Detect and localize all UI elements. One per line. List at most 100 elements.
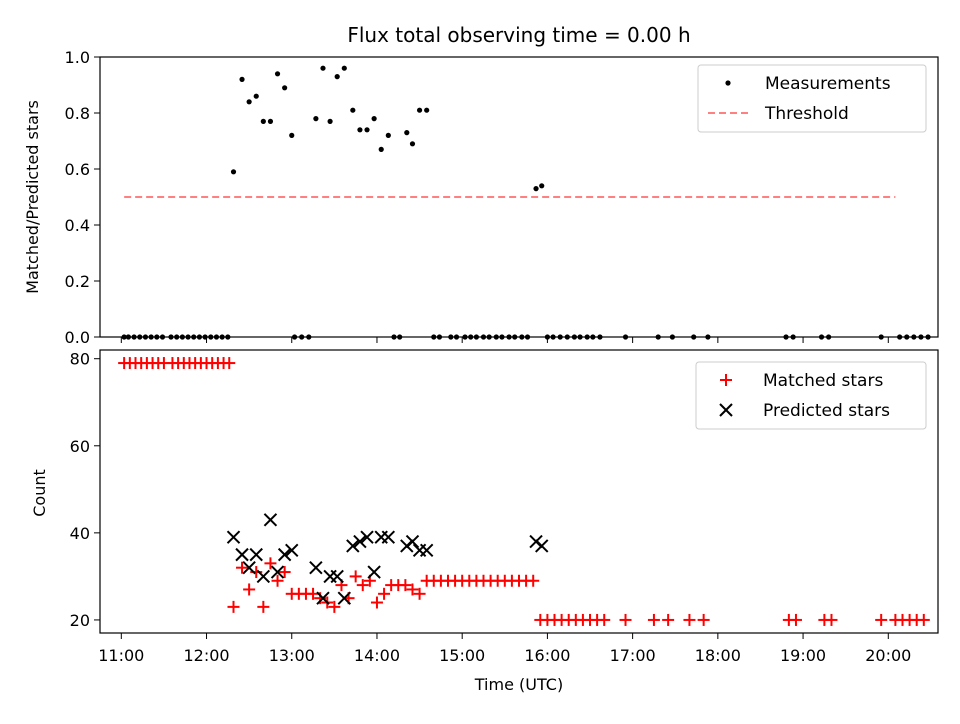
measurement-point xyxy=(274,71,281,77)
measurement-point xyxy=(448,334,454,340)
measurement-point xyxy=(705,334,711,340)
matched-stars-point xyxy=(227,600,240,613)
measurement-point xyxy=(378,146,384,152)
measurement-point xyxy=(655,334,661,340)
matched-stars-point xyxy=(825,613,838,626)
measurement-point xyxy=(550,334,556,340)
predicted-stars-point xyxy=(381,530,396,544)
matched-stars-point xyxy=(257,600,270,613)
top-panel: 0.0 0.2 0.4 0.6 0.8 1.0 Matched/Predicted sta… xyxy=(23,48,939,347)
measurement-point xyxy=(480,334,487,340)
measurement-point xyxy=(506,334,512,340)
measurement-point xyxy=(246,99,252,105)
measurement-point xyxy=(299,334,305,340)
top-y-axis-label: Matched/Predicted stars xyxy=(23,100,42,294)
measurement-point xyxy=(168,334,174,340)
measurement-point xyxy=(260,118,266,124)
y-tick-label: 80 xyxy=(70,350,90,369)
measurement-point xyxy=(473,334,479,340)
measurement-point xyxy=(436,334,443,340)
measurement-point xyxy=(544,334,551,340)
predicted-stars-point xyxy=(360,530,374,544)
predicted-stars-point xyxy=(263,513,278,527)
y-tick-label: 0.2 xyxy=(65,272,90,291)
matched-stars-point xyxy=(243,583,256,596)
measurement-point xyxy=(453,334,460,340)
measurement-point xyxy=(409,141,416,147)
y-tick-label: 20 xyxy=(70,611,90,630)
x-tick-label: 20:00 xyxy=(865,646,911,665)
predicted-stars-point xyxy=(270,565,285,579)
measurement-point xyxy=(385,132,391,138)
measurement-point xyxy=(486,334,492,340)
matched-stars-point xyxy=(378,587,391,600)
matched-stars-point xyxy=(697,613,710,626)
measurement-point xyxy=(225,334,231,340)
measurement-point xyxy=(313,116,319,122)
x-tick-label: 16:00 xyxy=(524,646,570,665)
legend-marker-measurements xyxy=(725,80,731,86)
top-axes-frame xyxy=(99,56,939,338)
y-tick-label: 0.8 xyxy=(65,104,90,123)
legend-label-matched: Matched stars xyxy=(763,371,883,391)
measurement-point xyxy=(577,334,583,340)
x-axis-label: Time (UTC) xyxy=(474,675,563,694)
measurement-point xyxy=(512,334,518,340)
predicted-stars-point xyxy=(353,534,367,549)
legend-marker-predicted xyxy=(719,403,733,417)
matched-stars-point xyxy=(271,574,284,587)
measurement-point xyxy=(185,334,191,340)
legend-label-measurements: Measurements xyxy=(765,74,891,94)
matched-stars-point xyxy=(917,613,930,626)
measurement-point xyxy=(121,334,127,340)
measurement-point xyxy=(391,334,397,340)
predicted-stars-point xyxy=(316,591,330,605)
matched-stars-point xyxy=(399,579,412,592)
measurement-point xyxy=(539,183,545,189)
measurement-point xyxy=(213,334,220,340)
predicted-stars-point xyxy=(226,530,241,544)
measurement-point xyxy=(499,334,505,340)
bottom-axes-frame xyxy=(99,349,939,634)
measurement-point xyxy=(519,334,525,340)
measurement-point xyxy=(790,334,796,340)
measurement-point xyxy=(196,334,203,340)
x-tick-label: 15:00 xyxy=(439,646,485,665)
matched-stars-point xyxy=(789,613,802,626)
y-tick-label: 0.0 xyxy=(65,328,90,347)
measurement-point xyxy=(219,334,225,340)
measurement-point xyxy=(533,186,539,192)
measurement-point xyxy=(208,334,214,340)
y-tick-label: 0.6 xyxy=(65,160,90,179)
measurement-point xyxy=(918,334,924,340)
measurement-point xyxy=(584,334,590,340)
top-legend: Measurements Threshold xyxy=(697,64,927,133)
bottom-legend: Matched stars Predicted stars xyxy=(695,361,927,430)
y-tick-label: 0.4 xyxy=(65,216,90,235)
measurement-point xyxy=(622,334,629,340)
matched-stars-point xyxy=(264,557,277,570)
measurement-point xyxy=(416,107,423,113)
predicted-stars-point xyxy=(277,547,292,562)
measurement-point xyxy=(154,334,160,340)
legend-label-predicted: Predicted stars xyxy=(763,401,890,421)
measurement-point xyxy=(911,334,917,340)
measurement-point xyxy=(925,334,931,340)
y-tick-label: 40 xyxy=(70,524,90,543)
measurement-point xyxy=(230,169,237,175)
measurement-point xyxy=(691,334,697,340)
measurement-point xyxy=(397,334,403,340)
measurement-point xyxy=(878,334,884,340)
measurement-point xyxy=(334,74,340,80)
bottom-y-axis-label: Count xyxy=(30,469,49,517)
measurement-point xyxy=(239,76,245,82)
measurement-point xyxy=(904,334,910,340)
top-marks xyxy=(121,65,931,340)
predicted-stars-point xyxy=(330,569,344,584)
legend-label-threshold: Threshold xyxy=(764,104,849,124)
x-tick-label: 13:00 xyxy=(269,646,315,665)
measurement-point xyxy=(826,334,832,340)
matched-stars-point xyxy=(349,570,362,583)
